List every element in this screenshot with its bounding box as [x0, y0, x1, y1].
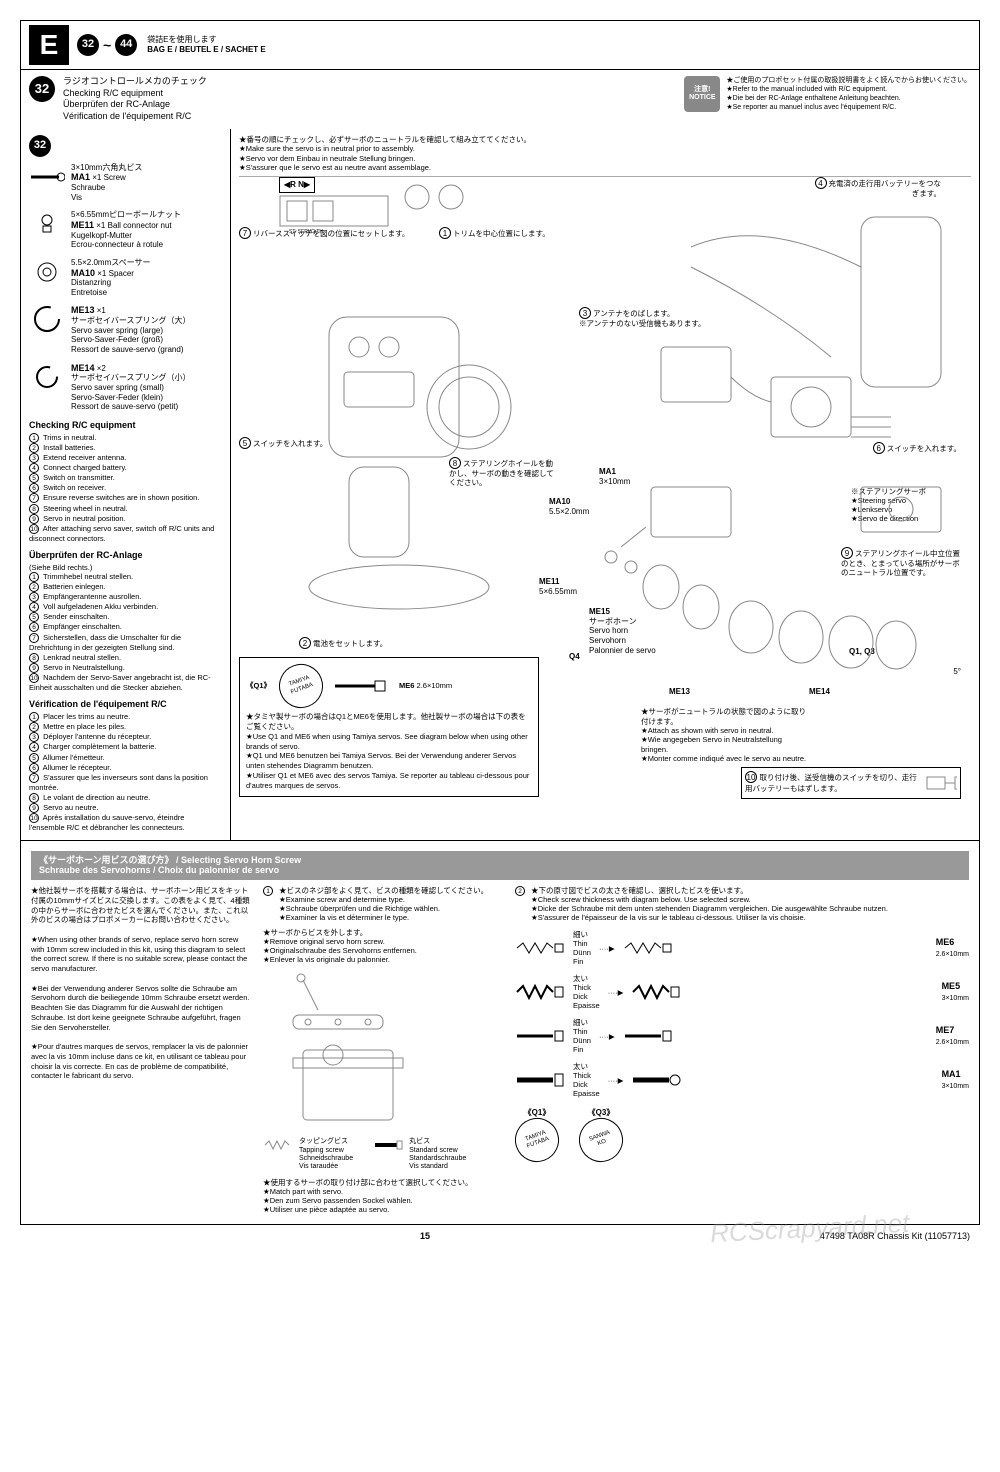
part-me13: ME13 ×1 サーボセイバースプリング（大） Servo saver spri…	[29, 305, 222, 354]
page-number: 15	[420, 1231, 430, 1242]
n-de: ★Die bei der RC-Anlage enthaltene Anleit…	[726, 94, 971, 103]
section-letter: E	[29, 25, 69, 65]
section-header: E 32 ~ 44 袋詰Eを使用します BAG E / BEUTEL E / S…	[21, 21, 979, 70]
callout-5: 5スイッチを入れます。	[239, 437, 327, 449]
servo-horn-middle: 1 ★ビスのネジ部をよく見て、ビスの種類を確認してください。 ★Examine …	[263, 886, 503, 1214]
step-from: 32	[77, 34, 99, 56]
screw-icon	[331, 677, 391, 695]
check-de-title: Überprüfen der RC-Anlage	[29, 550, 222, 561]
callout-10: 10 取り付け後、送受信機のスイッチを切り、走行用バッテリーもはずします。	[741, 767, 961, 799]
check-en-list: 1 Trims in neutral.2 Install batteries.3…	[29, 433, 222, 544]
step32-circle-left: 32	[29, 135, 51, 157]
t-en: Checking R/C equipment	[63, 88, 207, 100]
q1-label: 《Q1》	[246, 681, 271, 691]
check-de-sub: (Siehe Bild rechts.)	[29, 563, 222, 572]
bag-multi: BAG E / BEUTEL E / SACHET E	[147, 45, 266, 55]
part-ma10: 5.5×2.0mmスペーサー MA10 ×1 Spacer Distanzrin…	[29, 258, 222, 298]
notice-text: ★ご使用のプロポセット付属の取扱説明書をよく読んでからお使いください。 ★Ref…	[726, 76, 971, 112]
part-label: 3×10mm六角丸ビス MA1 ×1 Screw Schraube Vis	[71, 163, 142, 203]
servo-assembly	[591, 477, 951, 737]
callout-6: 6スイッチを入れます。	[873, 442, 961, 454]
diagram-area: ◀R N▶ ST. SERVO TH. REVERSE	[239, 176, 971, 796]
horn-discs: 《Q1》 TAMIYA FUTABA 《Q3》 SANWA KO	[515, 1108, 969, 1162]
notice-label: 注意! NOTICE	[689, 86, 715, 103]
ball-nut-icon	[29, 210, 65, 238]
rn-label: ◀R N▶	[279, 177, 315, 193]
q4-callout: Q4	[569, 652, 580, 662]
servo-horn-section: 《サーボホーン用ビスの選び方》 / Selecting Servo Horn S…	[21, 841, 979, 1224]
neutral-note: ★番号の順にチェックし、必ずサーボのニュートラルを確認して組み立ててください。 …	[239, 135, 971, 173]
bag-label: 袋詰Eを使用します BAG E / BEUTEL E / SACHET E	[147, 35, 266, 54]
tilde: ~	[103, 37, 111, 54]
standard-screw-icon	[373, 1138, 403, 1152]
q1-disc-icon: TAMIYA FUTABA	[509, 1112, 565, 1168]
neutral-attach-note: ★サーボがニュートラルの状態で図のように取り付けます。 ★Attach as s…	[641, 707, 811, 763]
step32-circle: 32	[29, 76, 55, 102]
step32-header: 32 ラジオコントロールメカのチェック Checking R/C equipme…	[21, 70, 979, 129]
angle-callout: 5°	[953, 667, 961, 677]
notice-badge-icon: 注意! NOTICE	[684, 76, 720, 112]
servo-horn-right: 2 ★下の原寸図でビスの太さを確認し、選択したビスを使います。 ★Check s…	[515, 886, 969, 1214]
screw-row-ma1: 太い Thick Dick Epaisse ····▶ MA13×10mm	[515, 1062, 969, 1098]
q1-inset: 《Q1》 TAMIYAFUTABA ME6 2.6×10mm ★タミヤ製サーボの…	[239, 657, 539, 797]
servo-horn-left-text: ★他社製サーボを搭載する場合は、サーボホーン用ビスをキット付属の10mmサイズビ…	[31, 886, 251, 1214]
horn-disc-icon: TAMIYAFUTABA	[273, 658, 329, 714]
notice-box: 注意! NOTICE ★ご使用のプロポセット付属の取扱説明書をよく読んでからお使…	[684, 76, 971, 112]
check-fr-title: Vérification de l'équipement R/C	[29, 699, 222, 710]
spring-small-icon	[29, 363, 65, 391]
servo-horn-header: 《サーボホーン用ビスの選び方》 / Selecting Servo Horn S…	[31, 851, 969, 881]
bag-jp: 袋詰Eを使用します	[147, 35, 266, 45]
callout-2: 2電池をセットします。	[299, 637, 387, 649]
screw-row-me5: 太い Thick Dick Epaisse ····▶ ME53×10mm	[515, 974, 969, 1010]
t-de: Überprüfen der RC-Anlage	[63, 99, 207, 111]
tapping-screw-icon	[263, 1138, 293, 1152]
screw-row-me6: 細い Thin Dünn Fin ····▶ ME62.6×10mm	[515, 930, 969, 966]
callout-1: 1トリムを中心位置にします。	[439, 227, 550, 239]
check-de-list: 1 Trimmhebel neutral stellen.2 Batterien…	[29, 572, 222, 694]
servo-with-horn-icon	[263, 970, 463, 1130]
step32-title: ラジオコントロールメカのチェック Checking R/C equipment …	[63, 76, 207, 123]
connector-icon	[925, 771, 957, 795]
reverse-switch-area: ◀R N▶ ST. SERVO TH. REVERSE	[279, 177, 389, 235]
ma10-callout: MA105.5×2.0mm	[549, 497, 589, 516]
manual-page: E 32 ~ 44 袋詰Eを使用します BAG E / BEUTEL E / S…	[20, 20, 980, 1225]
product-code: 47498 TA08R Chassis Kit (11057713)	[820, 1231, 970, 1242]
callout-7: 7リバーススイッチを図の位置にセットします。	[239, 227, 409, 239]
me11-callout: ME115×6.55mm	[539, 577, 577, 596]
callout-3: 3アンテナをのばします。 ※アンテナのない受信機もあります。	[579, 307, 719, 328]
q3-disc-icon: SANWA KO	[573, 1112, 629, 1168]
part-ma1: 3×10mm六角丸ビス MA1 ×1 Screw Schraube Vis	[29, 163, 222, 203]
main-content: 32 3×10mm六角丸ビス MA1 ×1 Screw Schraube Vis	[21, 129, 979, 841]
spacer-icon	[29, 258, 65, 286]
callout-8: 8ステアリングホイールを動かし、サーボの動きを確認してください。	[449, 457, 559, 487]
left-column: 32 3×10mm六角丸ビス MA1 ×1 Screw Schraube Vis	[21, 129, 231, 840]
check-fr-list: 1 Placer les trims au neutre.2 Mettre en…	[29, 712, 222, 834]
spring-large-icon	[29, 305, 65, 333]
n-fr: ★Se reporter au manuel inclus avec l'équ…	[726, 103, 971, 112]
part-me11: 5×6.55mmピローボールナット ME11 ×1 Ball connector…	[29, 210, 222, 250]
callout-4: 4充電済の走行用バッテリーをつなぎます。	[811, 177, 941, 198]
n-jp: ★ご使用のプロポセット付属の取扱説明書をよく読んでからお使いください。	[726, 76, 971, 85]
right-column: ★番号の順にチェックし、必ずサーボのニュートラルを確認して組み立ててください。 …	[231, 129, 979, 840]
step-range: 32 ~ 44	[77, 34, 137, 56]
part-me14: ME14 ×2 サーボセイバースプリング（小） Servo saver spri…	[29, 363, 222, 412]
t-jp: ラジオコントロールメカのチェック	[63, 76, 207, 88]
wiring-diagram	[631, 207, 951, 467]
screw-row-me7: 細い Thin Dünn Fin ····▶ ME72.6×10mm	[515, 1018, 969, 1054]
step-to: 44	[115, 34, 137, 56]
screw-icon	[29, 163, 65, 191]
n-en: ★Refer to the manual included with R/C e…	[726, 85, 971, 94]
t-fr: Vérification de l'équipement R/C	[63, 111, 207, 123]
check-en-title: Checking R/C equipment	[29, 420, 222, 431]
page-footer: 15 47498 TA08R Chassis Kit (11057713)	[20, 1225, 980, 1248]
